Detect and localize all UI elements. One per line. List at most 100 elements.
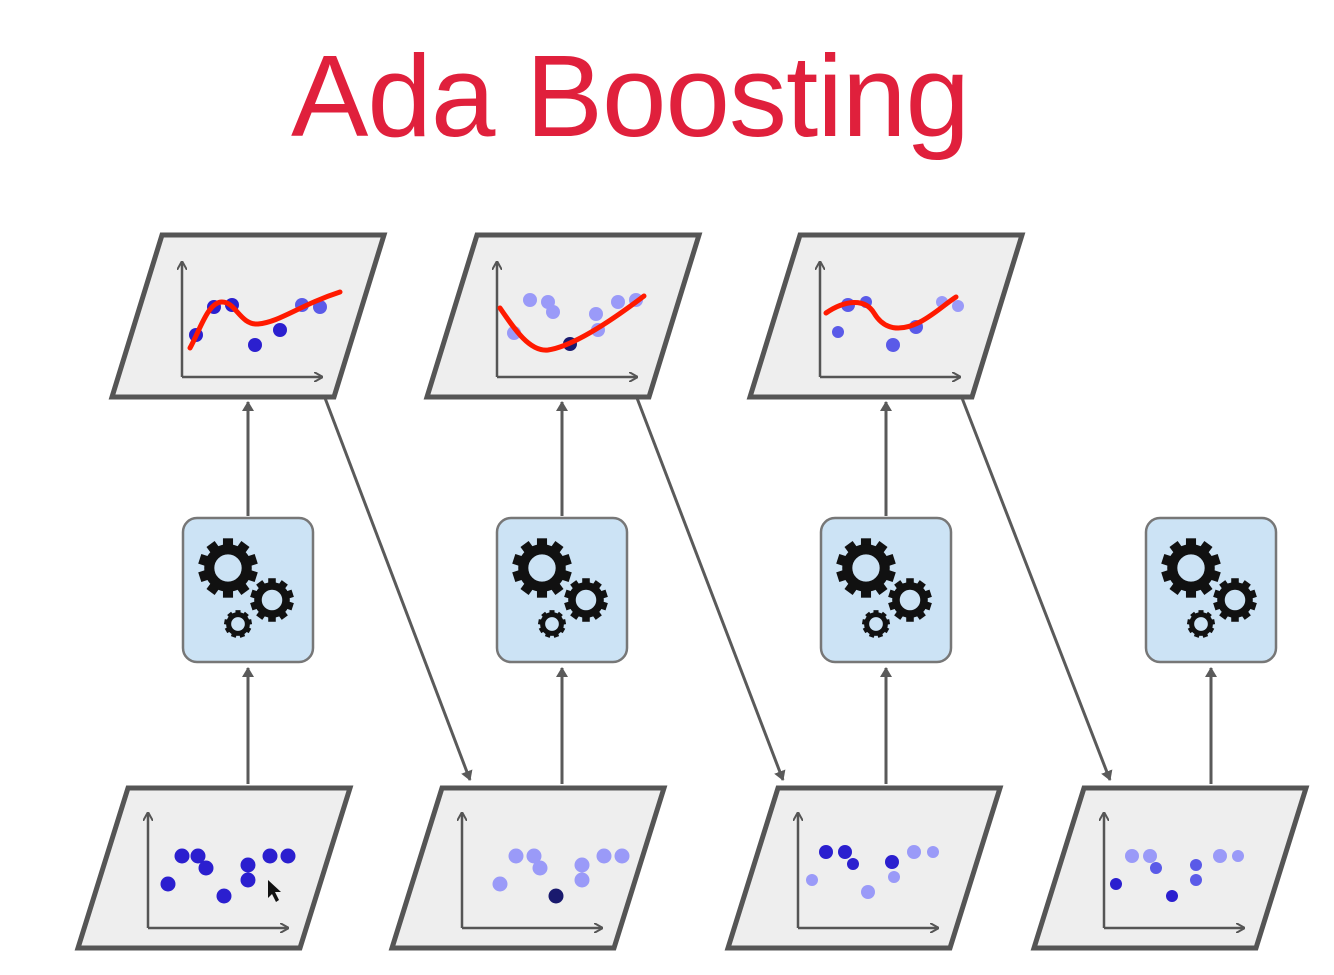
training-set-panel-point xyxy=(847,858,859,870)
training-set-panel-point xyxy=(508,848,524,864)
training-set-panel-point xyxy=(885,855,899,869)
training-set-panel-frame xyxy=(74,785,354,951)
training-set-panel xyxy=(1030,785,1310,951)
training-set-panel-point xyxy=(216,888,232,904)
prediction-panel-point xyxy=(273,323,287,337)
gears-icon-hub xyxy=(854,556,878,580)
prediction-panel-point xyxy=(589,307,603,321)
gears-icon-tooth xyxy=(536,538,548,548)
training-set-panel-point xyxy=(614,848,630,864)
gears-icon-ring xyxy=(842,544,890,592)
gears-icon-ring xyxy=(568,582,604,618)
gears-icon xyxy=(861,610,891,638)
training-set-panel-point xyxy=(1190,859,1202,871)
gears-icon-ring xyxy=(1167,544,1215,592)
gears-icon xyxy=(564,578,608,622)
gears-icon-ring xyxy=(518,544,566,592)
prediction-panel-point xyxy=(546,305,560,319)
training-set-panel-point xyxy=(1213,849,1227,863)
gears-icon-hub xyxy=(901,591,919,609)
training-set-panel-point xyxy=(240,872,256,888)
gears-icon-hub xyxy=(1226,591,1244,609)
arrow-icon xyxy=(960,397,1113,781)
gears-icon-tooth xyxy=(222,588,234,598)
training-set-panel-frame xyxy=(1030,785,1310,951)
prediction-panel-point xyxy=(611,295,625,309)
training-set-panel-point xyxy=(861,885,875,899)
training-set-panel xyxy=(724,785,1004,951)
gears-icon-ring xyxy=(1217,582,1253,618)
gears-icon-tooth xyxy=(268,578,276,586)
prediction-panel xyxy=(423,232,703,400)
training-set-panel xyxy=(74,785,354,951)
prediction-panel xyxy=(108,232,388,400)
gears-icon-tooth xyxy=(1185,538,1197,548)
training-set-panel-point xyxy=(806,874,818,886)
prediction-panel xyxy=(746,232,1026,400)
gears-icon xyxy=(836,538,896,598)
gears-icon-ring xyxy=(892,582,928,618)
gears-icon xyxy=(1213,578,1257,622)
gears-icon-tooth xyxy=(860,588,872,598)
gears-icon-tooth xyxy=(536,588,548,598)
cursor-icon xyxy=(268,880,281,902)
gears-icon-tooth xyxy=(1185,588,1197,598)
prediction-panel-point xyxy=(523,293,537,307)
gears-icon-hub xyxy=(577,591,595,609)
gears-icon-tooth xyxy=(582,614,590,622)
arrow-icon xyxy=(635,397,786,781)
gears-icon-tooth xyxy=(1231,614,1239,622)
training-set-panel-point xyxy=(574,857,590,873)
training-set-panel-point xyxy=(160,876,176,892)
predictor-box xyxy=(819,516,953,664)
training-set-panel-point xyxy=(198,860,214,876)
gears-icon-tooth xyxy=(222,538,234,548)
prediction-panel-point xyxy=(952,300,964,312)
training-set-panel-point xyxy=(888,871,900,883)
gears-icon-ring xyxy=(1189,612,1213,636)
gears-icon-hub xyxy=(546,618,558,630)
training-set-panel-point xyxy=(262,848,278,864)
gears-icon xyxy=(537,610,567,638)
gears-icon-hub xyxy=(530,556,554,580)
gears-icon-ring xyxy=(204,544,252,592)
gears-icon xyxy=(198,538,258,598)
prediction-panel-point xyxy=(832,326,844,338)
training-set-panel-point xyxy=(1125,849,1139,863)
training-set-panel-point xyxy=(1190,874,1202,886)
arrow-icon xyxy=(323,397,473,781)
training-set-panel-point xyxy=(532,860,548,876)
prediction-panel-frame xyxy=(423,232,703,400)
training-set-panel-point xyxy=(927,846,939,858)
training-set-panel-point xyxy=(1150,862,1162,874)
predictor-box xyxy=(1144,516,1278,664)
gears-icon xyxy=(223,610,253,638)
training-set-panel-point xyxy=(280,848,296,864)
training-set-panel-point xyxy=(907,845,921,859)
gears-icon-tooth xyxy=(582,578,590,586)
gears-icon xyxy=(512,538,572,598)
gears-icon-hub xyxy=(1179,556,1203,580)
gears-icon-ring xyxy=(864,612,888,636)
gears-icon-hub xyxy=(232,618,244,630)
training-set-panel-point xyxy=(240,857,256,873)
prediction-panel-frame xyxy=(108,232,388,400)
training-set-panel-point xyxy=(1143,849,1157,863)
training-set-panel-frame xyxy=(388,785,668,951)
gears-icon-ring xyxy=(540,612,564,636)
training-set-panel-point xyxy=(596,848,612,864)
training-set-panel-point xyxy=(190,848,206,864)
prediction-curve xyxy=(823,294,959,331)
training-set-panel-point xyxy=(174,848,190,864)
gears-icon-ring xyxy=(254,582,290,618)
prediction-panel-point xyxy=(248,338,262,352)
training-set-panel-point xyxy=(819,845,833,859)
gears-icon xyxy=(888,578,932,622)
predictor-box xyxy=(495,516,629,664)
gears-icon-tooth xyxy=(860,538,872,548)
training-set-panel-point xyxy=(1166,890,1178,902)
gears-icon-hub xyxy=(263,591,281,609)
training-set-panel-point xyxy=(1232,850,1244,862)
prediction-panel-frame xyxy=(746,232,1026,400)
